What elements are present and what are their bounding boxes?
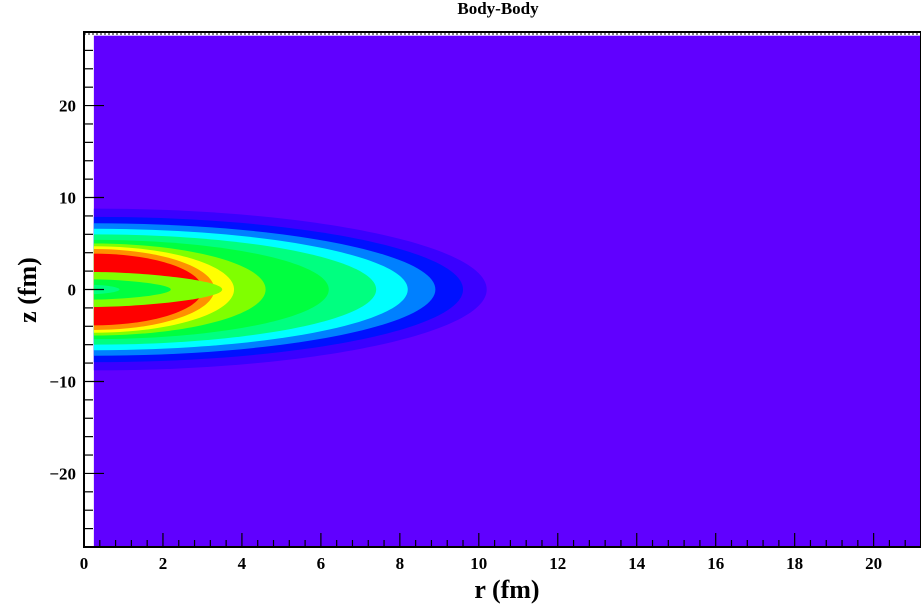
- x-tick-label: 2: [159, 554, 168, 573]
- x-tick-label: 12: [549, 554, 566, 573]
- x-tick-label: 16: [707, 554, 724, 573]
- y-axis-label: z (fm): [13, 257, 42, 323]
- x-tick-label: 4: [238, 554, 247, 573]
- chart-title: Body-Body: [457, 0, 539, 18]
- plot-area: [93, 35, 921, 547]
- x-tick-label: 8: [396, 554, 405, 573]
- central-valley-3: [93, 284, 120, 295]
- x-tick-label: 14: [628, 554, 646, 573]
- x-axis-label: r (fm): [474, 575, 539, 604]
- x-tick-label: 18: [786, 554, 803, 573]
- x-tick-label: 10: [470, 554, 487, 573]
- central-valley-2: [93, 279, 171, 300]
- x-tick-label: 0: [80, 554, 89, 573]
- y-tick-label: −10: [49, 372, 76, 391]
- x-tick-label: 6: [317, 554, 326, 573]
- y-tick-label: 0: [68, 281, 77, 300]
- x-tick-label: 20: [865, 554, 882, 573]
- axes: 0 2 4 6 8 10 12 14 16 18 20 −20 −10 0 10 20: [49, 31, 921, 573]
- y-tick-label: 10: [59, 189, 76, 208]
- y-tick-label: −20: [49, 464, 76, 483]
- y-tick-label: 20: [59, 97, 76, 116]
